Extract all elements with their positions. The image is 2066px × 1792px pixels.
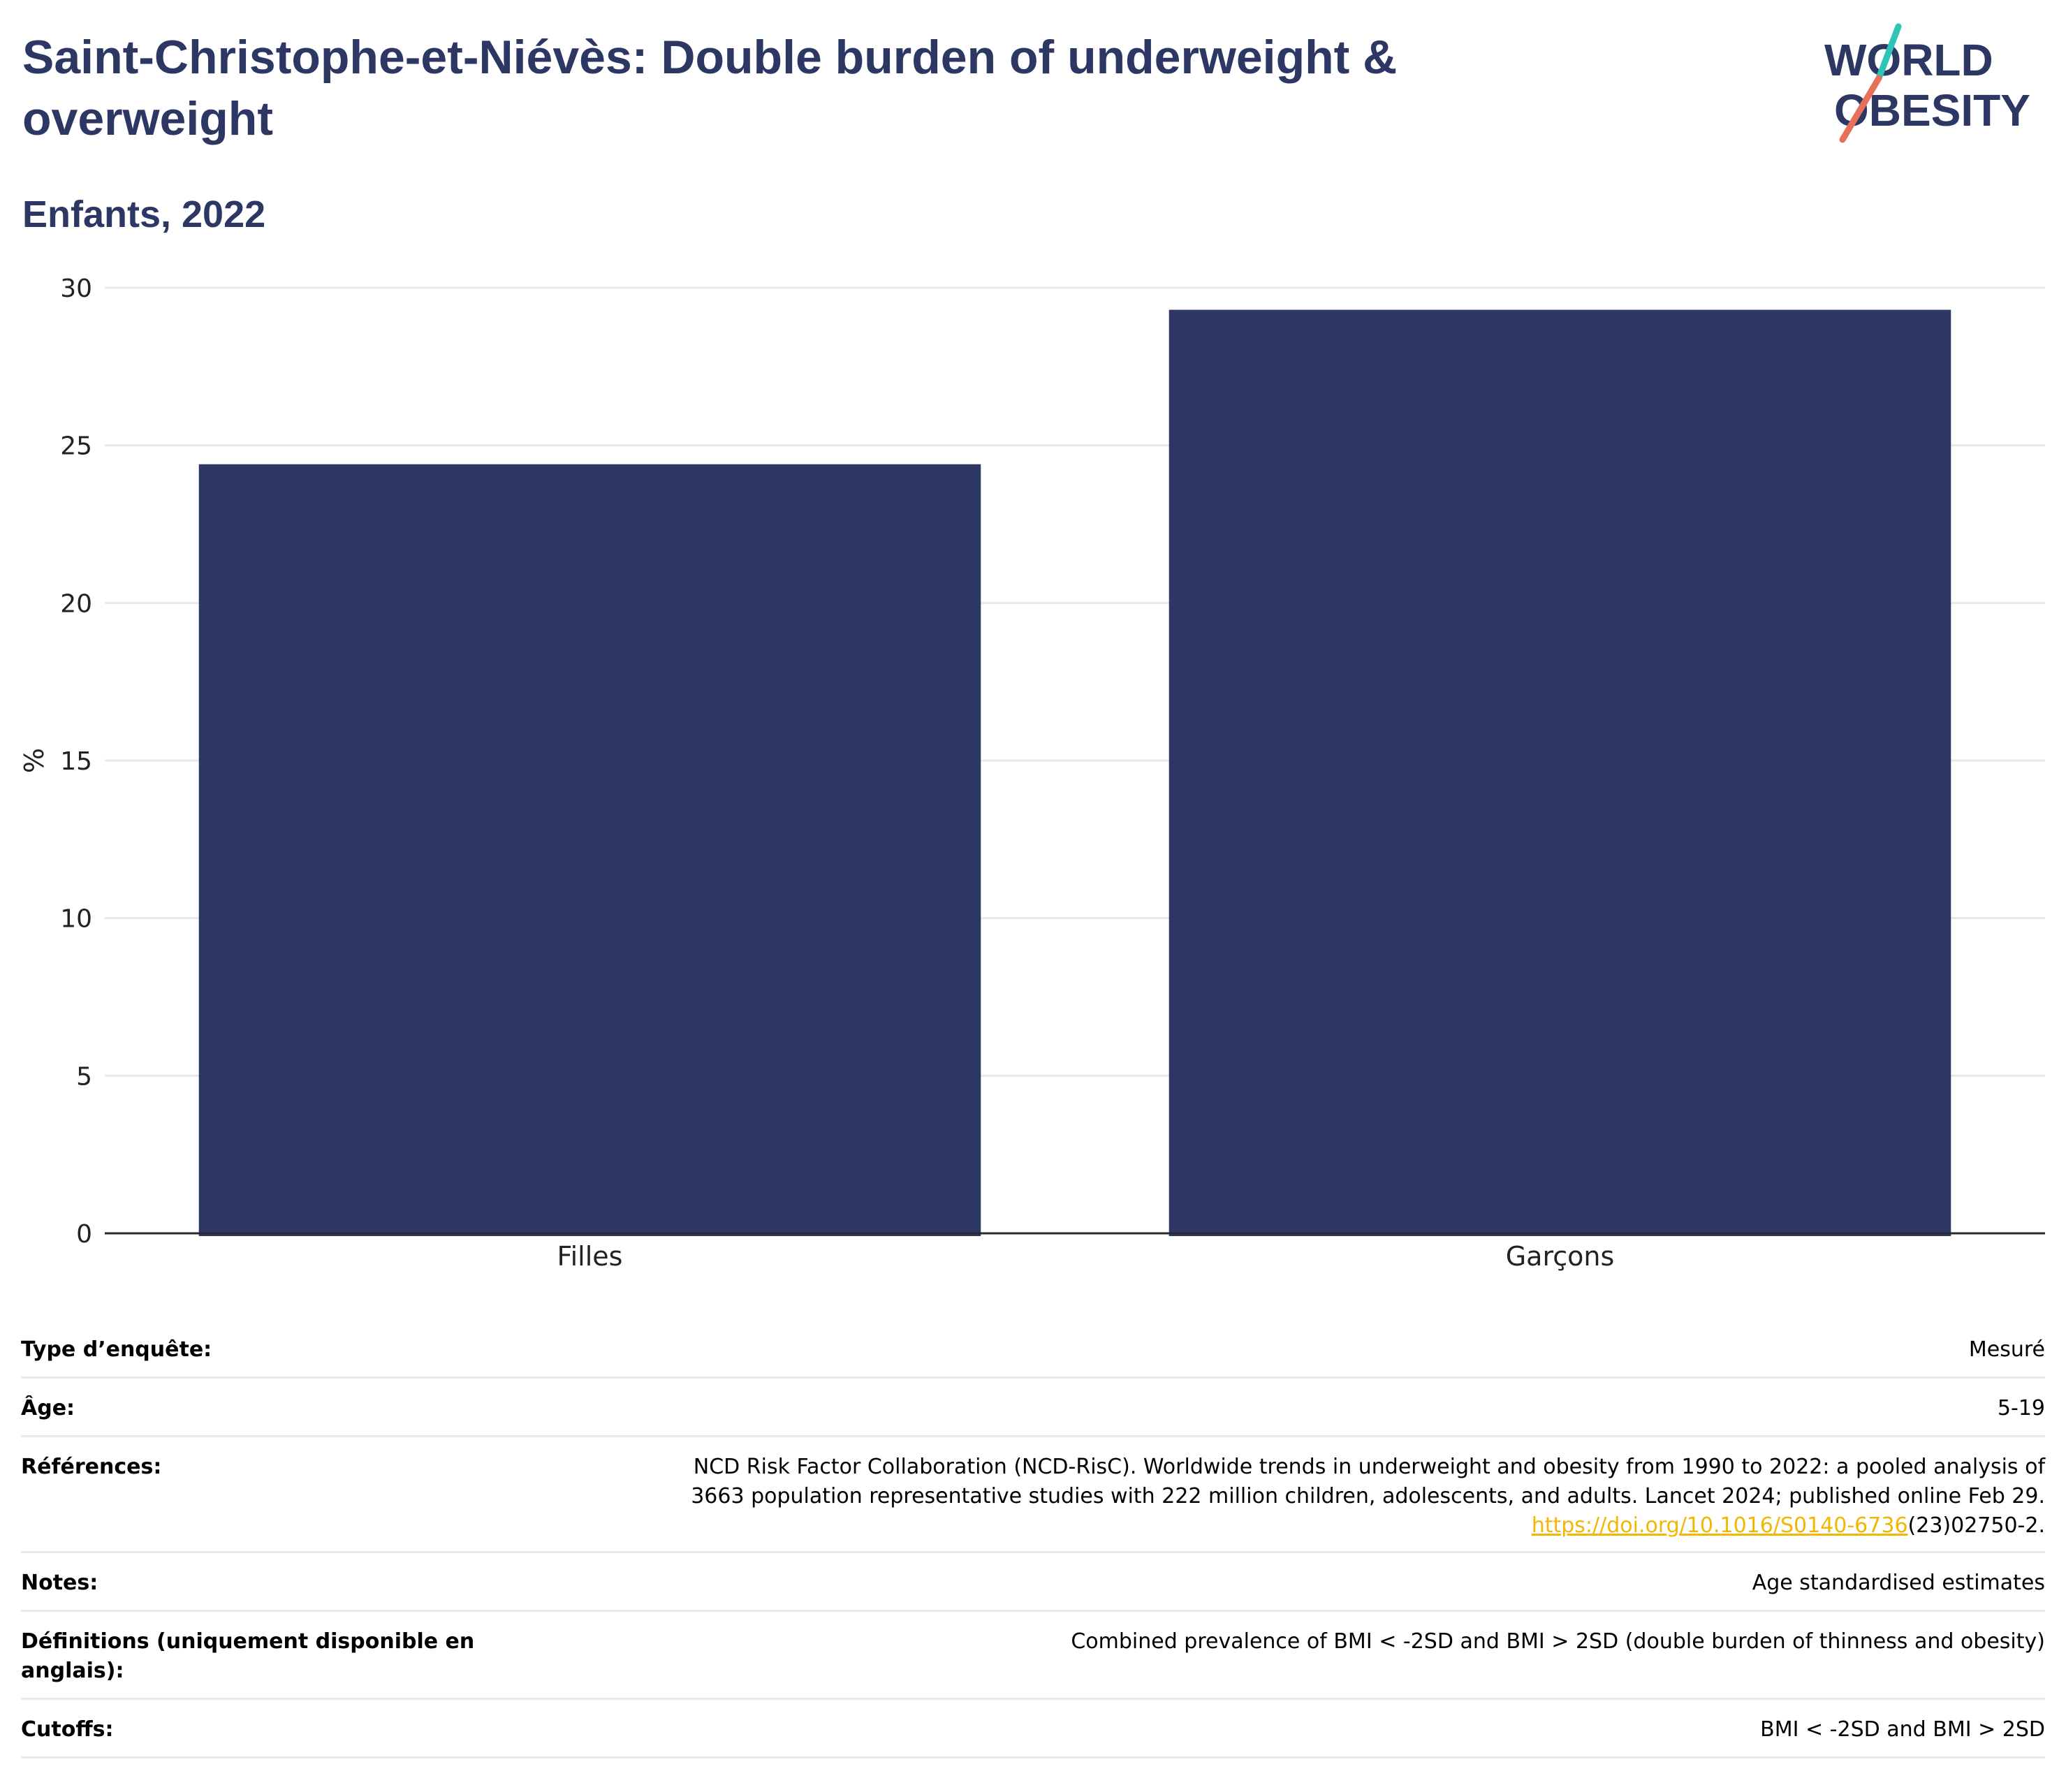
y-tick-label-20: 20 (60, 589, 92, 618)
meta-row-age: Âge: 5-19 (21, 1379, 2045, 1437)
meta-value-survey-type: Mesuré (1968, 1337, 2045, 1362)
x-tick-label-0: Filles (557, 1241, 623, 1272)
bar-garçons (1168, 309, 1951, 1237)
y-tick-label-15: 15 (60, 747, 92, 776)
bars (198, 309, 1951, 1237)
meta-row-definitions: Définitions (uniquement disponible en an… (21, 1612, 2045, 1700)
meta-row-references: Références: NCD Risk Factor Collaboratio… (21, 1437, 2045, 1553)
y-axis-label: % (19, 748, 50, 773)
metadata-table: Type d’enquête: Mesuré Âge: 5-19 Référen… (21, 1320, 2045, 1758)
y-tick-label-10: 10 (60, 905, 92, 934)
doi-link[interactable]: https://doi.org/10.1016/S0140-6736 (1531, 1513, 1908, 1538)
references-text-line1: NCD Risk Factor Collaboration (NCD-RisC)… (693, 1455, 2045, 1479)
bar-chart: 0 5 10 15 20 25 30 Filles Garçons % (19, 274, 2045, 1272)
logo-word-world: WORLD (1824, 35, 1993, 85)
meta-row-survey-type: Type d’enquête: Mesuré (21, 1320, 2045, 1379)
logo-slash-coral (1839, 75, 1882, 143)
meta-row-cutoffs: Cutoffs: BMI < -2SD and BMI > 2SD (21, 1700, 2045, 1758)
meta-value-age: 5-19 (1997, 1396, 2045, 1420)
meta-label-definitions: Définitions (uniquement disponible en an… (21, 1629, 475, 1683)
y-tick-label-25: 25 (60, 432, 92, 461)
logo-word-obesity: OBESITY (1834, 85, 2030, 135)
bar-filles (198, 464, 981, 1236)
y-tick-label-0: 0 (76, 1220, 92, 1249)
logo-slash-teal (1875, 23, 1902, 82)
y-tick-label-30: 30 (60, 274, 92, 303)
x-tick-label-1: Garçons (1506, 1241, 1615, 1272)
meta-value-notes: Age standardised estimates (1752, 1571, 2045, 1595)
meta-row-notes: Notes: Age standardised estimates (21, 1553, 2045, 1612)
meta-label-notes: Notes: (21, 1571, 98, 1595)
x-tick-labels: Filles Garçons (557, 1241, 1615, 1272)
y-tick-labels: 0 5 10 15 20 25 30 (60, 274, 92, 1249)
world-obesity-logo: WORLD OBESITY (1824, 23, 2030, 143)
references-text-line2: 3663 population representative studies w… (691, 1484, 2045, 1508)
chart-subtitle: Enfants, 2022 (22, 193, 266, 235)
doi-link-suffix: (23)02750-2. (1907, 1513, 2045, 1538)
meta-label-age: Âge: (21, 1396, 75, 1420)
meta-value-cutoffs: BMI < -2SD and BMI > 2SD (1760, 1717, 2045, 1742)
chart-title: Saint-Christophe-et-Niévès: Double burde… (22, 31, 1398, 145)
y-tick-label-5: 5 (76, 1062, 92, 1091)
meta-label-survey-type: Type d’enquête: (21, 1337, 212, 1362)
meta-value-references: NCD Risk Factor Collaboration (NCD-RisC)… (496, 1453, 2045, 1541)
meta-label-references: Références: (21, 1455, 162, 1479)
meta-value-definitions: Combined prevalence of BMI < -2SD and BM… (1071, 1629, 2045, 1654)
meta-label-cutoffs: Cutoffs: (21, 1717, 114, 1742)
